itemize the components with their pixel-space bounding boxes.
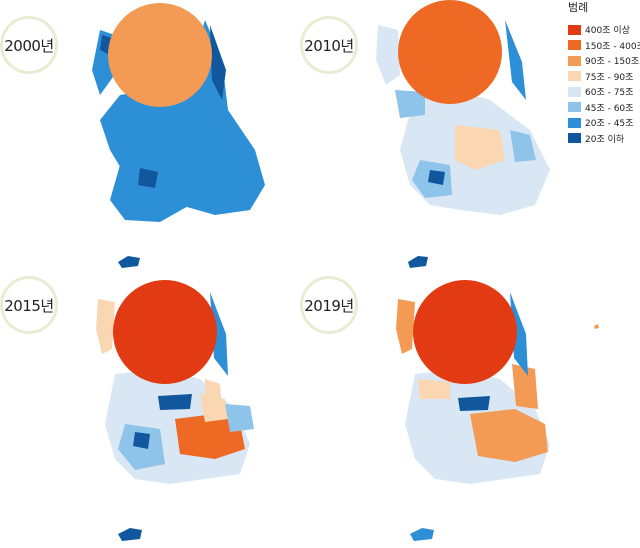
capital-region xyxy=(113,280,217,384)
legend-item: 150조 - 400조 xyxy=(568,38,640,54)
year-badge: 2010년 xyxy=(300,16,358,74)
legend-item: 20조 이하 xyxy=(568,131,640,147)
legend-label: 20조 이하 xyxy=(585,134,625,145)
region-coast-dark xyxy=(210,25,226,100)
cartogram-2000 xyxy=(92,3,265,268)
cartogram-2010 xyxy=(376,0,550,268)
region-coast xyxy=(510,292,528,376)
year-badge: 2000년 xyxy=(0,16,58,74)
region-east xyxy=(100,20,265,215)
legend-swatch xyxy=(568,86,581,97)
legend-swatch xyxy=(568,24,581,35)
region-east-blue xyxy=(510,130,536,162)
map-panel-2000: 2000년 xyxy=(0,0,320,274)
island-jeju xyxy=(410,528,434,541)
region-peach-south xyxy=(200,394,228,422)
cartogram-2015 xyxy=(96,280,254,541)
region-west xyxy=(376,25,400,85)
legend-swatch xyxy=(568,102,581,113)
legend-swatch xyxy=(568,71,581,82)
region-dark xyxy=(428,170,445,185)
map-panel-2015: 2015년 xyxy=(0,274,320,548)
legend-swatch xyxy=(568,55,581,66)
region-coast xyxy=(505,20,526,100)
legend-swatch xyxy=(568,40,581,51)
region-east-orange xyxy=(512,364,538,409)
map-panel-2019: 2019년 xyxy=(300,274,620,548)
legend-item: 60조 - 75조 xyxy=(568,84,640,100)
region-southeast xyxy=(175,414,245,459)
island-jeju xyxy=(408,256,428,268)
legend-title: 범례 xyxy=(568,1,589,14)
island-jeju xyxy=(118,528,142,541)
island-jeju xyxy=(118,256,140,268)
legend-label: 45조 - 60조 xyxy=(585,103,634,114)
region-coast xyxy=(210,292,228,376)
legend-label: 75조 - 90조 xyxy=(585,72,634,83)
capital-region xyxy=(413,280,517,384)
legend-item: 45조 - 60조 xyxy=(568,100,640,116)
map-panel-2010: 2010년 xyxy=(300,0,620,274)
legend-item: 75조 - 90조 xyxy=(568,69,640,85)
legend-item: 20조 - 45조 xyxy=(568,115,640,131)
region-southeast xyxy=(470,409,548,462)
region-dark-south xyxy=(133,432,150,449)
island-dot xyxy=(594,324,599,329)
legend-item: 400조 이상 xyxy=(568,22,640,38)
region-blue-mid xyxy=(225,404,254,432)
capital-region xyxy=(398,0,502,104)
year-badge: 2019년 xyxy=(300,276,358,334)
legend-label: 20조 - 45조 xyxy=(585,119,634,130)
year-badge: 2015년 xyxy=(0,276,58,334)
legend-label: 150조 - 400조 xyxy=(585,41,640,52)
region-dark-mid xyxy=(458,396,490,411)
legend-label: 60조 - 75조 xyxy=(585,88,634,99)
region-southwest xyxy=(418,424,465,470)
region-dark-mid xyxy=(158,394,192,410)
region-mid xyxy=(395,90,425,118)
region-peach xyxy=(418,379,450,399)
region-south-mid xyxy=(455,125,505,170)
legend-swatch xyxy=(568,133,581,144)
legend-swatch xyxy=(568,117,581,128)
legend-label: 90조 - 150조 xyxy=(585,57,640,68)
region-west xyxy=(96,299,115,354)
legend-label: 400조 이상 xyxy=(585,26,630,37)
region-southwest xyxy=(110,165,190,222)
legend: 범례 400조 이상 150조 - 400조 90조 - 150조 75조 - … xyxy=(568,0,640,146)
cartogram-2019 xyxy=(396,280,599,541)
capital-region xyxy=(108,3,212,107)
region-dark-south xyxy=(138,168,158,188)
legend-item: 90조 - 150조 xyxy=(568,53,640,69)
region-west xyxy=(396,299,415,354)
